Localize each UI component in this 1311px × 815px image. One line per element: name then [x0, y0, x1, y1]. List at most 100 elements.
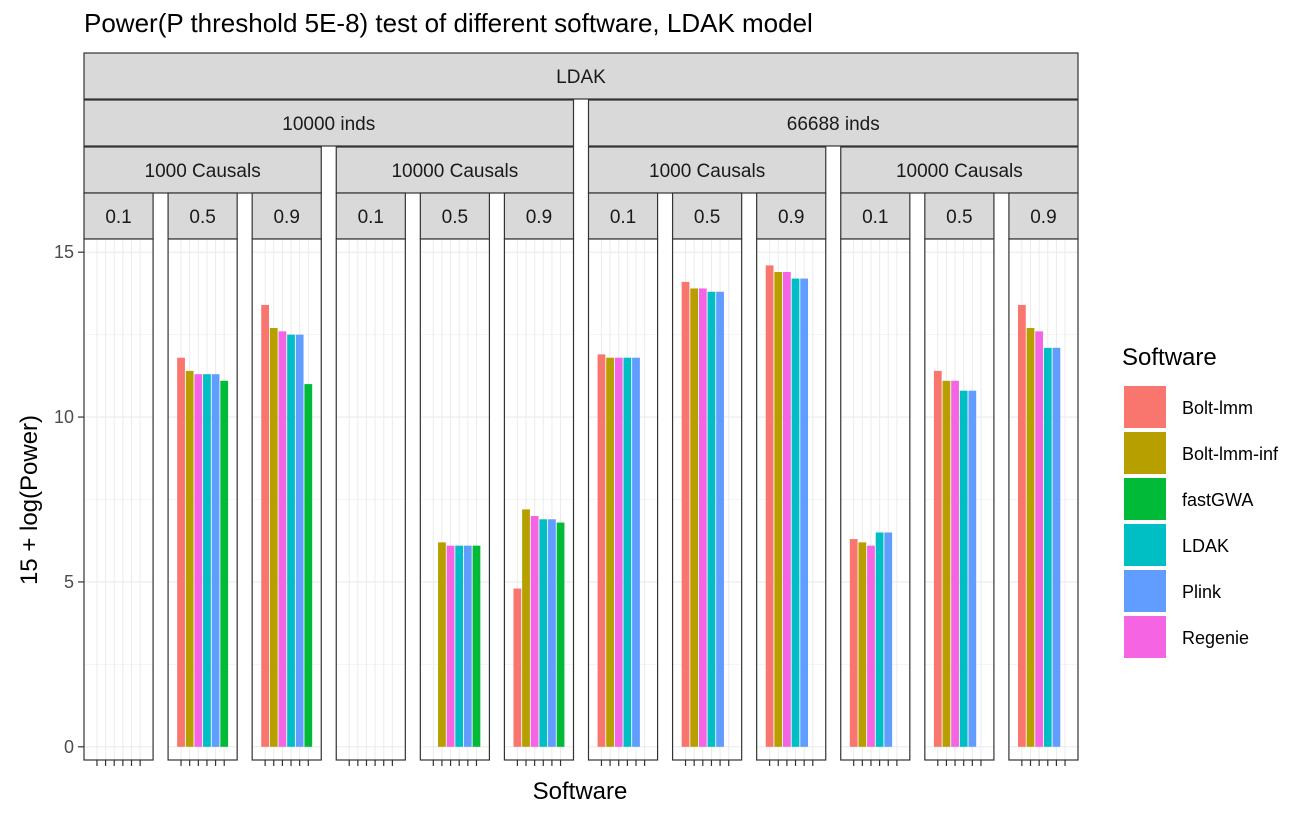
legend-label: Plink — [1182, 582, 1222, 602]
bar-ldak — [959, 390, 968, 747]
strip-inds-1-bg — [587, 99, 1079, 147]
bar-fastgwa — [220, 380, 229, 747]
legend-item-bolt-lmm-inf: Bolt-lmm-inf — [1123, 431, 1279, 475]
panel-4 — [419, 238, 491, 761]
facet-panels — [83, 238, 1079, 761]
legend-item-regenie: Regenie — [1123, 615, 1249, 659]
chart-title: Power(P threshold 5E-8) test of differen… — [84, 8, 813, 38]
legend-swatch — [1124, 524, 1166, 566]
bar-bolt-lmm-inf — [269, 328, 278, 747]
bar-bolt-lmm — [681, 281, 690, 747]
bar-plink — [463, 545, 472, 747]
bar-regenie — [867, 545, 875, 747]
bar-bolt-lmm-inf — [942, 380, 951, 747]
legend-swatch — [1124, 570, 1166, 612]
strip-top-bg — [83, 52, 1079, 100]
strip-inds-0-bg — [83, 99, 575, 147]
strip-h2-0-bg — [83, 192, 154, 240]
bar-fastgwa — [472, 545, 481, 747]
panel-border — [419, 238, 491, 761]
y-tick-label: 10 — [54, 407, 74, 427]
legend-swatch — [1124, 386, 1166, 428]
bar-regenie — [530, 515, 539, 747]
bar-bolt-lmm — [177, 357, 185, 747]
bar-bolt-lmm — [849, 539, 858, 747]
x-axis-title: Software — [533, 778, 628, 805]
legend-label: Bolt-lmm-inf — [1182, 444, 1279, 464]
legend-label: LDAK — [1182, 536, 1229, 556]
bar-regenie — [446, 545, 455, 747]
legend-item-bolt-lmm: Bolt-lmm — [1123, 385, 1253, 429]
panel-2 — [251, 238, 322, 761]
panel-border — [251, 238, 322, 761]
legend-items: Bolt-lmm Bolt-lmm-inf fastGWA LDAK Plink Rege… — [1123, 385, 1279, 659]
panel-border — [335, 238, 406, 761]
y-tick-label: 15 — [54, 242, 74, 262]
strip-h2-8-label: 0.9 — [778, 207, 804, 228]
bar-plink — [295, 334, 304, 747]
strip-h2-9-bg — [840, 192, 911, 240]
panel-border — [924, 238, 995, 761]
strip-h2-10-bg — [924, 192, 995, 240]
strip-h2-3-label: 0.1 — [358, 207, 384, 228]
strip-causals-0-bg — [83, 146, 322, 194]
strip-h2-11-label: 0.9 — [1030, 207, 1056, 228]
panel-border — [756, 238, 827, 761]
bar-regenie — [783, 271, 791, 747]
strip-h2-4-label: 0.5 — [442, 207, 468, 228]
legend-label: fastGWA — [1182, 490, 1253, 510]
strip-h2-4-bg — [419, 192, 491, 240]
y-tick-label: 5 — [64, 572, 74, 592]
bar-bolt-lmm-inf — [1026, 328, 1035, 747]
panel-border — [167, 238, 238, 761]
panel-1 — [167, 238, 238, 761]
bar-ldak — [287, 334, 295, 747]
strip-h2-0-label: 0.1 — [105, 207, 131, 228]
bar-bolt-lmm-inf — [438, 542, 446, 747]
bar-bolt-lmm — [261, 304, 270, 747]
bar-plink — [211, 374, 220, 747]
bar-fastgwa — [556, 522, 565, 747]
bar-plink — [716, 291, 724, 747]
facet-strips: LDAK 10000 inds 66688 inds 1000 Causals 1000… — [83, 52, 1079, 240]
panel-7 — [671, 238, 743, 761]
bar-bolt-lmm-inf — [858, 542, 867, 747]
bar-regenie — [951, 380, 959, 747]
bar-regenie — [698, 288, 707, 747]
bar-bolt-lmm — [933, 370, 942, 747]
bar-plink — [968, 390, 977, 747]
strip-h2-6-bg — [587, 192, 659, 240]
bar-ldak — [707, 291, 716, 747]
strip-h2-3-bg — [335, 192, 406, 240]
strip-h2-9-label: 0.1 — [862, 207, 888, 228]
strip-h2-8-bg — [756, 192, 827, 240]
strip-h2-2-bg — [251, 192, 322, 240]
bar-bolt-lmm-inf — [522, 509, 530, 747]
y-tick-label: 0 — [64, 737, 74, 757]
bar-ldak — [455, 545, 464, 747]
legend-item-plink: Plink — [1123, 569, 1222, 613]
panel-11 — [1008, 238, 1079, 761]
panel-8 — [756, 238, 827, 761]
panel-border — [503, 238, 575, 761]
strip-causals-2-bg — [587, 146, 827, 194]
bar-ldak — [1043, 347, 1052, 747]
strip-causals-3-label: 10000 Causals — [896, 161, 1023, 182]
strip-h2-11-bg — [1008, 192, 1079, 240]
bar-bolt-lmm-inf — [774, 271, 783, 747]
bar-regenie — [194, 374, 203, 747]
y-axis: 0 5 10 15 — [54, 242, 84, 757]
strip-causals-2-label: 1000 Causals — [649, 161, 765, 182]
panel-border — [83, 238, 154, 761]
strip-h2-2-label: 0.9 — [273, 207, 299, 228]
panel-0 — [83, 238, 154, 761]
legend-item-ldak: LDAK — [1123, 523, 1229, 567]
strip-h2-10-label: 0.5 — [946, 207, 972, 228]
legend-swatch — [1124, 616, 1166, 658]
panel-border — [840, 238, 911, 761]
x-axis — [96, 760, 1066, 766]
bar-regenie — [1035, 331, 1044, 747]
strip-h2-5-label: 0.9 — [526, 207, 552, 228]
bar-bolt-lmm-inf — [185, 370, 194, 747]
